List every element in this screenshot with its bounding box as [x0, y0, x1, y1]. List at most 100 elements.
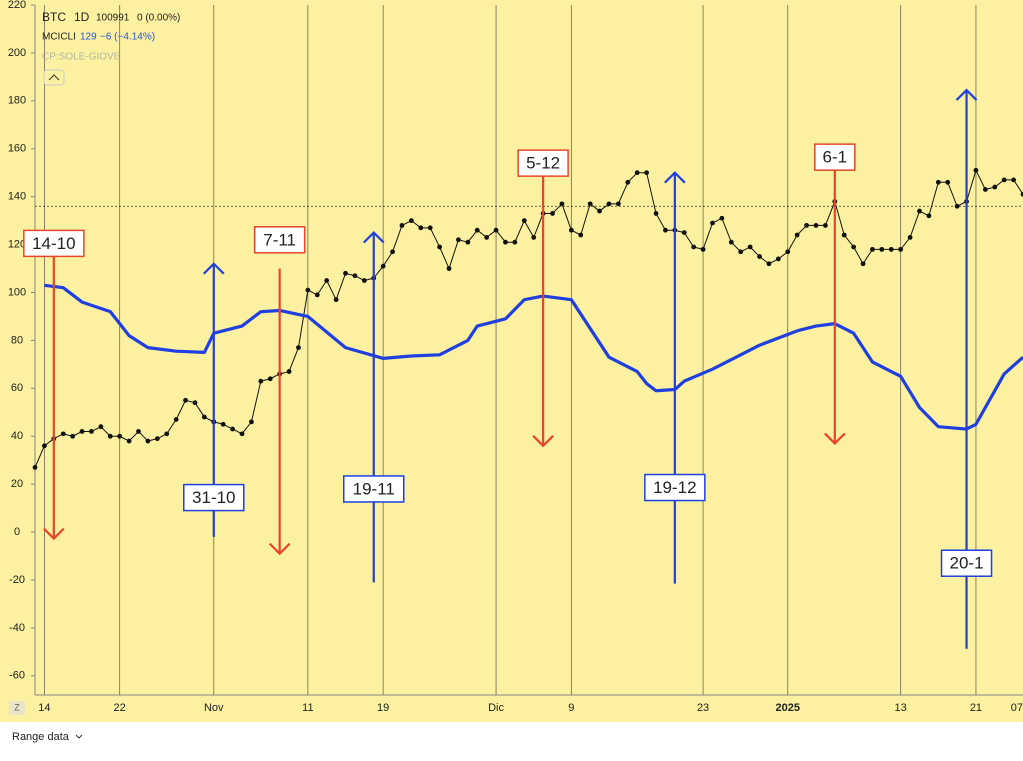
data-point: [126, 438, 132, 444]
data-point: [456, 237, 461, 243]
data-point: [568, 227, 574, 233]
x-tick-label: Dic: [488, 702, 504, 714]
range-button[interactable]: Range data: [12, 731, 70, 743]
data-point: [813, 223, 819, 228]
data-point: [286, 369, 292, 374]
y-tick-label: -20: [9, 574, 25, 586]
annotation-box: [23, 229, 85, 258]
zoom-button[interactable]: [9, 701, 25, 715]
x-tick-label: 22: [114, 702, 126, 714]
data-point: [117, 433, 123, 439]
data-point: [324, 278, 330, 283]
data-point: [437, 244, 443, 250]
y-tick-label: 220: [8, 0, 26, 11]
data-point: [32, 464, 38, 470]
data-point: [663, 227, 668, 233]
data-point: [230, 426, 236, 432]
data-point: [681, 230, 687, 236]
overlay-name: CP:SOLE-GIOVE: [42, 52, 121, 63]
data-point: [634, 170, 640, 176]
annotation-box: [517, 149, 569, 177]
plot: -60 -40 -20 0 20 40 60 80 100 120 140 160 180 200 220 1…: [8, 0, 1023, 714]
data-point: [145, 438, 151, 444]
data-point: [775, 256, 781, 262]
data-point: [531, 234, 537, 240]
data-point: [691, 244, 697, 250]
y-tick-label: 40: [11, 430, 23, 442]
date-label: 07: [1011, 702, 1023, 714]
data-point: [606, 201, 612, 207]
data-point: [192, 400, 198, 406]
data-point: [474, 227, 480, 233]
arrow-head: [532, 435, 554, 448]
y-tick-label: 0: [14, 526, 20, 538]
data-point: [794, 232, 800, 238]
arrow-head: [664, 171, 686, 184]
data-point: [597, 208, 602, 214]
data-point: [107, 433, 113, 439]
data-point: [738, 249, 744, 255]
data-point: [804, 223, 809, 228]
data-point: [296, 345, 301, 351]
data-point: [352, 273, 358, 279]
data-point: [982, 187, 988, 192]
data-point: [728, 239, 734, 245]
y-tick-label: 20: [11, 478, 23, 490]
data-point: [954, 203, 960, 209]
arrow-head: [203, 262, 225, 275]
data-point: [484, 234, 490, 240]
chart-background: [0, 0, 1023, 722]
data-point: [700, 246, 706, 252]
y-tick-label: 180: [8, 95, 26, 107]
data-point: [757, 254, 762, 259]
x-tick-label: 14: [38, 702, 50, 714]
data-point: [860, 261, 866, 267]
annotation-label: 19-12: [653, 478, 696, 497]
y-tick-label: -60: [9, 670, 25, 682]
data-point: [587, 201, 593, 207]
annotation-box: [940, 549, 993, 577]
data-point: [60, 431, 66, 437]
data-point: [164, 431, 170, 437]
data-point: [258, 378, 264, 384]
indicator: MCICLI: [42, 32, 76, 43]
zoom-label: Z: [14, 702, 20, 712]
annotation-label: 7-11: [263, 230, 296, 249]
data-point: [653, 211, 659, 216]
annotation-box: [814, 143, 856, 171]
y-tick-label: 200: [8, 47, 26, 59]
data-point: [926, 213, 932, 219]
data-point: [841, 232, 847, 238]
data-point: [578, 232, 584, 238]
data-point: [267, 376, 273, 382]
x-tick-label: 13: [895, 702, 907, 714]
annotation-label: 14-10: [32, 234, 75, 253]
data-point: [201, 414, 207, 420]
x-tick-label: 9: [568, 702, 574, 714]
data-point: [183, 397, 188, 403]
data-point: [427, 225, 433, 231]
data-point: [625, 179, 631, 185]
arrow-head: [43, 527, 65, 541]
data-point: [418, 225, 424, 231]
data-point: [1001, 177, 1007, 183]
data-point: [399, 223, 405, 228]
annotation-box: [644, 473, 706, 502]
annotation-box: [342, 475, 405, 503]
data-point: [907, 234, 913, 240]
data-point: [644, 170, 650, 176]
arrow-head: [268, 542, 291, 556]
data-point: [361, 278, 367, 283]
collapse-button[interactable]: [43, 69, 65, 86]
data-point: [879, 246, 885, 252]
data-point: [747, 244, 753, 250]
data-point: [851, 244, 857, 250]
x-tick-label: 23: [697, 702, 709, 714]
data-point: [785, 249, 791, 255]
y-tick-label: 80: [11, 334, 23, 346]
data-point: [615, 201, 621, 207]
data-point: [42, 443, 47, 449]
x-tick-label: 19: [377, 702, 389, 714]
data-point: [343, 270, 348, 276]
